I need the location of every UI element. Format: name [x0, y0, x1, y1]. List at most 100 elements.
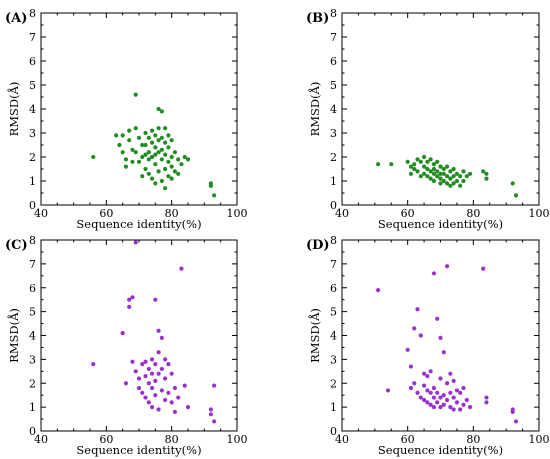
y-tick-label-c: 2 — [29, 377, 36, 390]
data-point-a — [123, 164, 129, 169]
data-point-a — [130, 159, 135, 164]
data-point-b — [428, 169, 433, 174]
data-point-c — [153, 393, 158, 398]
data-point-c — [163, 357, 168, 362]
data-point-d — [412, 326, 417, 331]
data-point-b — [389, 162, 394, 167]
data-point-d — [458, 390, 463, 395]
data-point-a — [149, 154, 155, 160]
data-point-d — [444, 264, 450, 269]
panel-label-a: (A) — [5, 11, 27, 26]
data-point-a — [120, 150, 125, 155]
data-point-c — [172, 409, 178, 414]
data-point-a — [212, 193, 217, 198]
data-point-a — [159, 147, 164, 152]
y-tick-label-c: 5 — [29, 306, 36, 319]
data-point-b — [412, 162, 417, 167]
data-point-a — [140, 154, 145, 160]
data-point-a — [130, 147, 135, 152]
data-point-c — [208, 412, 213, 417]
data-point-a — [172, 169, 178, 174]
x-tick-label-b: 40 — [335, 207, 349, 220]
data-point-d — [418, 395, 423, 400]
x-tick-label-a: 80 — [165, 207, 179, 220]
y-tick-label-b: 0 — [330, 199, 337, 212]
x-tick-label-d: 60 — [401, 433, 415, 446]
data-point-b — [454, 178, 460, 184]
data-point-b — [481, 169, 486, 174]
x-tick-label-b: 100 — [529, 207, 550, 220]
y-tick-label-c: 7 — [29, 258, 36, 271]
data-point-b — [418, 159, 423, 164]
data-point-b — [444, 164, 450, 169]
data-point-a — [172, 150, 178, 155]
data-point-c — [130, 295, 135, 300]
data-point-b — [408, 171, 414, 176]
x-tick-label-d: 40 — [335, 433, 349, 446]
data-point-b — [451, 166, 456, 172]
data-point-d — [421, 371, 427, 376]
data-point-a — [163, 126, 168, 131]
data-point-c — [143, 395, 148, 400]
data-point-a — [120, 133, 125, 138]
data-point-b — [438, 164, 443, 169]
data-point-c — [166, 390, 171, 395]
data-point-a — [149, 176, 155, 181]
data-point-a — [176, 157, 181, 162]
y-tick-label-d: 7 — [330, 258, 337, 271]
data-point-d — [513, 419, 519, 424]
data-point-a — [133, 150, 138, 155]
data-point-c — [143, 373, 148, 379]
data-point-b — [451, 181, 456, 186]
x-axis-label-a: Sequence identity(%) — [76, 217, 201, 231]
data-point-a — [156, 106, 161, 112]
data-point-c — [156, 371, 161, 376]
data-point-d — [441, 350, 446, 355]
data-point-c — [146, 400, 151, 405]
y-tick-label-b: 7 — [330, 31, 337, 44]
y-tick-label-b: 1 — [330, 175, 337, 188]
data-point-c — [127, 304, 132, 309]
data-point-b — [412, 166, 417, 172]
data-point-b — [513, 193, 519, 198]
panel-label-d: (D) — [306, 238, 330, 253]
data-point-d — [412, 381, 417, 386]
data-point-b — [421, 164, 427, 169]
x-tick-label-a: 40 — [34, 207, 48, 220]
data-point-a — [149, 128, 155, 133]
data-point-a — [143, 142, 148, 148]
scatter-panel-b: 40 60 80 100 0 1 2 3 4 5 6 7 8 Sequence identity(%) RM… — [306, 7, 550, 231]
y-tick-label-a: 3 — [29, 127, 36, 140]
y-tick-label-d: 5 — [330, 306, 337, 319]
x-tick-label-b: 80 — [466, 207, 480, 220]
data-point-a — [146, 135, 151, 140]
y-tick-label-b: 3 — [330, 127, 337, 140]
data-point-a — [179, 162, 184, 167]
data-point-c — [146, 381, 151, 386]
data-point-d — [467, 405, 473, 410]
data-point-b — [461, 178, 466, 184]
data-point-c — [153, 297, 158, 302]
data-point-c — [163, 376, 168, 381]
data-point-c — [172, 385, 178, 391]
data-point-a — [159, 178, 164, 184]
data-point-d — [451, 378, 456, 383]
y-tick-label-c: 1 — [29, 401, 36, 414]
data-point-c — [169, 400, 174, 405]
y-tick-label-a: 7 — [29, 31, 36, 44]
data-point-c — [163, 397, 168, 403]
data-point-b — [438, 171, 443, 176]
data-point-d — [418, 333, 423, 338]
data-point-a — [146, 157, 151, 162]
data-point-a — [176, 171, 181, 176]
data-point-d — [425, 373, 430, 379]
y-tick-label-a: 1 — [29, 175, 36, 188]
data-point-c — [133, 240, 138, 245]
data-point-c — [127, 297, 132, 302]
data-point-b — [458, 183, 463, 188]
data-point-d — [408, 385, 414, 391]
data-point-b — [461, 169, 466, 174]
data-point-b — [431, 178, 437, 184]
data-point-c — [120, 331, 125, 336]
